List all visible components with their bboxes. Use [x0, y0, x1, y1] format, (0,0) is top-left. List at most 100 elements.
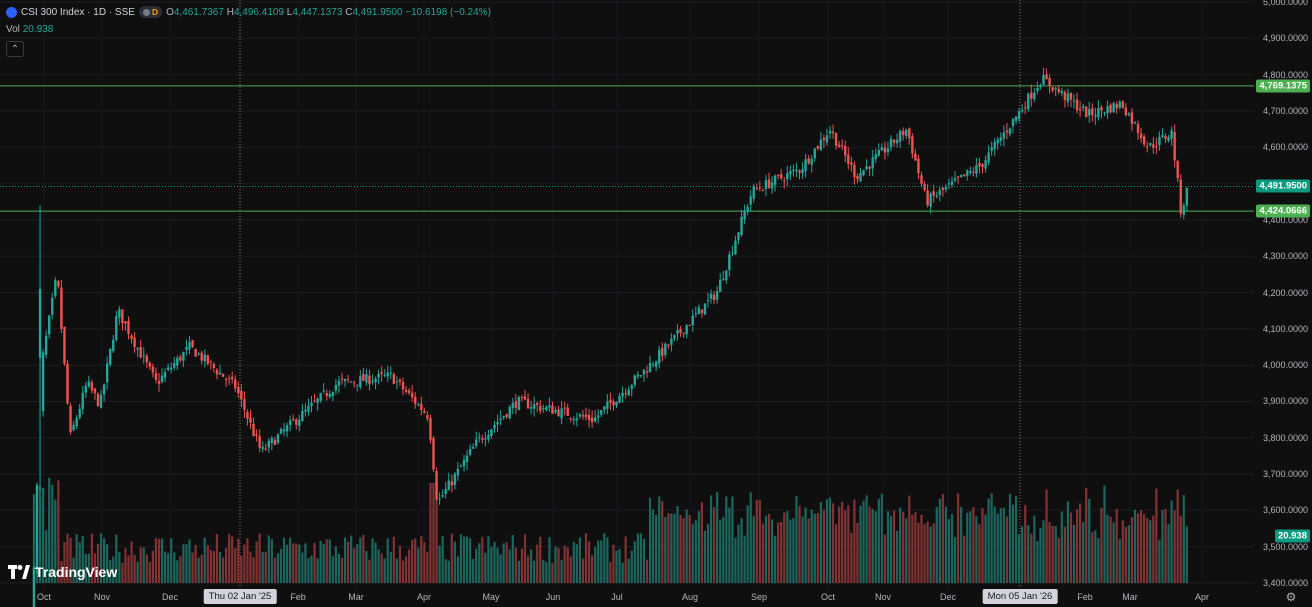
price-tick-label: 4,300.0000 — [1262, 251, 1308, 262]
price-tick-label: 4,100.0000 — [1262, 323, 1308, 334]
volume-bar — [566, 547, 569, 583]
volume-bar — [822, 509, 826, 583]
candle-body — [651, 364, 655, 366]
volume-bar — [1030, 533, 1033, 583]
candle-body — [770, 182, 774, 189]
candle-body — [57, 281, 60, 287]
candle-body — [536, 402, 539, 405]
volume-bar — [801, 516, 804, 583]
candle-body — [493, 424, 496, 429]
tradingview-logo[interactable]: TradingView — [8, 564, 117, 580]
candle-body — [670, 338, 673, 345]
volume-bar — [48, 477, 51, 583]
volume-bar — [844, 510, 847, 583]
volume-bar — [420, 536, 423, 583]
candle-body — [874, 154, 877, 159]
candle-body — [307, 405, 310, 412]
candle-body — [96, 393, 100, 407]
volume-bar — [298, 544, 301, 583]
volume-bar — [426, 551, 429, 583]
volume-bar — [1136, 513, 1140, 583]
candle-body — [1017, 111, 1021, 120]
candle-body — [240, 391, 243, 400]
candle-body — [109, 348, 112, 365]
volume-bar — [996, 513, 999, 583]
candle-body — [1170, 130, 1173, 139]
volume-bar — [408, 549, 411, 583]
volume-bar — [1063, 526, 1066, 583]
candlestick-chart[interactable] — [0, 0, 1254, 607]
candle-body — [783, 180, 786, 182]
candle-body — [590, 417, 594, 423]
candle-body — [133, 337, 136, 348]
candle-body — [319, 393, 322, 401]
volume-bar — [740, 518, 743, 583]
volume-bar — [868, 506, 871, 583]
candle-body — [359, 376, 362, 387]
volume-bar — [173, 552, 176, 583]
volume-bar — [438, 545, 441, 583]
candle-body — [508, 406, 511, 419]
price-axis[interactable]: 5,000.0000 4,900.0000 4,800.0000 4,700.0000… — [1254, 0, 1312, 588]
candle-body — [999, 137, 1003, 141]
candle-body — [661, 347, 664, 356]
candle-body — [630, 385, 633, 389]
volume-bar — [423, 542, 426, 583]
candle-body — [648, 363, 652, 373]
chart-pane[interactable] — [0, 0, 1254, 607]
candle-body — [1011, 118, 1015, 127]
volume-bar — [350, 535, 353, 583]
volume-label: Vol — [6, 24, 20, 35]
volume-bar — [38, 486, 42, 583]
flag-badge[interactable]: D — [138, 6, 163, 18]
candle-body — [682, 332, 685, 334]
candle-body — [304, 409, 307, 412]
volume-bar — [270, 539, 273, 583]
volume-legend: Vol 20.938 — [6, 24, 53, 35]
candle-body — [282, 429, 286, 432]
volume-bar — [539, 536, 542, 583]
symbol-title[interactable]: CSI 300 Index · 1D · SSE — [21, 6, 135, 18]
volume-bar — [975, 516, 978, 583]
volume-bar — [609, 562, 612, 583]
candle-body — [75, 417, 78, 427]
candle-body — [557, 409, 560, 417]
volume-bar — [267, 535, 270, 583]
candle-body — [529, 407, 533, 409]
volume-bar — [115, 534, 118, 583]
candle-body — [99, 394, 103, 408]
volume-bar — [584, 533, 588, 583]
candle-body — [1048, 78, 1051, 87]
volume-bar — [615, 550, 618, 583]
volume-bar — [1005, 516, 1009, 583]
candle-body — [102, 384, 106, 395]
volume-bar — [1167, 524, 1170, 583]
volume-bar — [892, 510, 896, 583]
candle-body — [908, 128, 911, 139]
volume-bar — [45, 530, 48, 583]
volume-bar — [520, 548, 524, 583]
volume-bar — [194, 545, 197, 583]
volume-bar — [371, 538, 374, 583]
candle-body — [444, 489, 447, 494]
candle-body — [182, 352, 185, 361]
settings-icon[interactable]: ⚙ — [1285, 590, 1297, 604]
volume-bar — [258, 533, 261, 583]
candle-body — [32, 567, 36, 607]
volume-bar — [978, 524, 981, 583]
volume-bar — [923, 524, 926, 583]
candle-body — [136, 347, 139, 350]
collapse-legend-button[interactable]: ⌃ — [6, 41, 24, 57]
volume-bar — [786, 511, 789, 583]
candle-body — [911, 136, 914, 154]
volume-bar — [1106, 514, 1109, 583]
candle-body — [371, 381, 374, 383]
time-tick-label: Nov — [93, 592, 111, 602]
volume-bar — [127, 555, 130, 583]
volume-bar — [932, 523, 935, 583]
candle-body — [715, 291, 719, 300]
candle-body — [505, 414, 508, 418]
volume-bar — [203, 537, 206, 583]
time-tick-label: Mar — [348, 592, 364, 602]
volume-bar — [603, 533, 606, 583]
